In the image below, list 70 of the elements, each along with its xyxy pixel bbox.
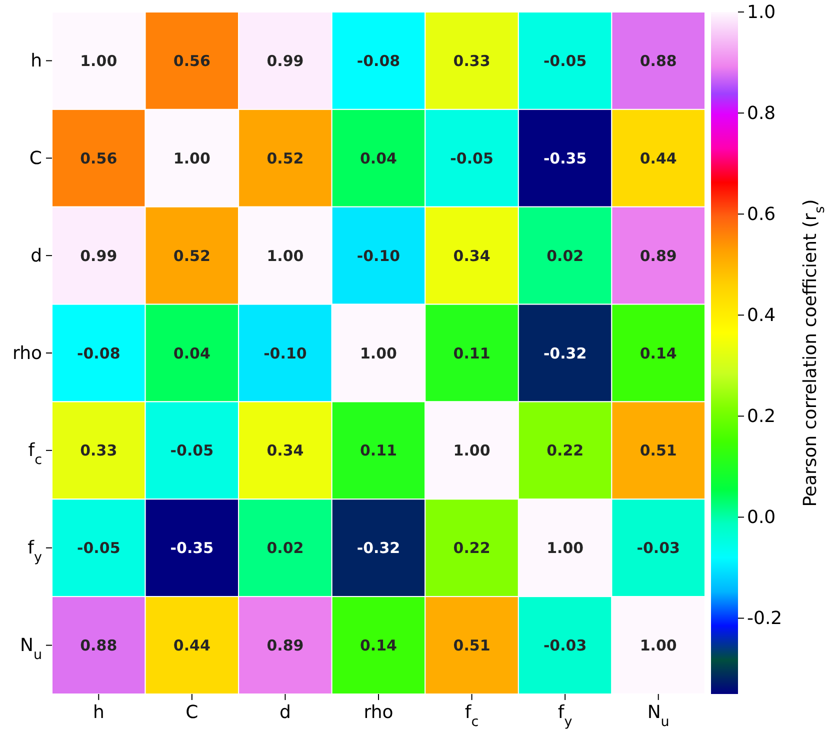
data-label: 0.88: [640, 52, 677, 70]
data-label: -0.32: [543, 344, 587, 362]
data-label: 0.02: [266, 539, 304, 558]
data-label: -0.35: [543, 149, 587, 168]
x-tick-label: d: [279, 702, 291, 723]
data-label: -0.35: [170, 539, 214, 558]
data-label: 0.11: [453, 344, 490, 362]
data-label: 0.56: [173, 52, 210, 70]
data-label: 0.04: [173, 344, 210, 362]
data-label: 1.00: [266, 246, 304, 265]
data-label: 0.51: [640, 442, 677, 460]
y-tick-label: rho: [12, 342, 42, 364]
data-label: 0.34: [266, 442, 304, 460]
x-tick-label: h: [92, 702, 104, 723]
data-label: 0.44: [640, 149, 677, 168]
data-label: 0.56: [80, 149, 118, 168]
data-label: 0.88: [80, 636, 118, 655]
data-label: -0.03: [636, 539, 680, 558]
color-bar-label: 0.8: [747, 102, 776, 124]
data-label: 1.00: [640, 636, 677, 655]
data-label: 0.11: [360, 442, 398, 460]
color-bar-label: 0.6: [747, 204, 776, 225]
data-label: -0.10: [356, 246, 400, 265]
data-label: -0.08: [356, 52, 400, 70]
data-label: 0.34: [453, 246, 490, 265]
data-label: 1.00: [546, 539, 584, 558]
data-label: -0.05: [170, 442, 214, 460]
y-tick-label: N$_{u}$: [20, 635, 42, 664]
data-label: 0.14: [360, 636, 398, 655]
x-tick-label: f$_{y}$: [558, 702, 572, 730]
data-label: 1.00: [80, 52, 118, 70]
data-label: 1.00: [360, 344, 398, 362]
data-label: 0.02: [546, 246, 584, 265]
data-label: 1.00: [453, 442, 490, 460]
y-tick-label: C: [29, 148, 42, 169]
data-label: 0.14: [640, 344, 677, 362]
data-label: 0.89: [266, 636, 304, 655]
y-tick-label: h: [30, 50, 42, 72]
x-tick-label: C: [186, 702, 198, 723]
data-label: 0.33: [80, 442, 118, 460]
data-label: -0.05: [450, 149, 494, 168]
data-label: 0.33: [453, 52, 490, 70]
y-tick-label: f$_{c}$: [28, 440, 42, 468]
data-label: 0.99: [266, 52, 304, 70]
color-bar-label: 0.0: [747, 506, 776, 528]
data-label: -0.05: [543, 52, 587, 70]
data-label: -0.03: [543, 636, 587, 655]
data-label: 0.89: [640, 246, 677, 265]
data-label: 1.00: [173, 149, 210, 168]
x-tick-label: rho: [364, 702, 394, 723]
data-label: 0.51: [453, 636, 490, 655]
x-tick-label: N$_{u}$: [647, 702, 670, 730]
data-label: -0.10: [264, 344, 307, 362]
data-label: 0.52: [266, 149, 304, 168]
data-label: 0.22: [453, 539, 490, 558]
y-tick-label: d: [30, 245, 42, 266]
data-label: -0.05: [77, 539, 120, 558]
data-label: -0.08: [77, 344, 120, 362]
data-label: 0.44: [173, 636, 210, 655]
data-label: 0.99: [80, 246, 118, 265]
y-tick-label: f$_{y}$: [28, 538, 42, 566]
data-label: -0.32: [356, 539, 400, 558]
data-label: 0.04: [360, 149, 398, 168]
x-tick-label: f$_{c}$: [464, 702, 479, 730]
color-bar-label: 0.4: [747, 304, 776, 326]
color-bar-label: -0.2: [747, 608, 782, 629]
data-label: 0.52: [173, 246, 210, 265]
color-bar-label: 1.0: [747, 2, 776, 23]
color-bar-label: 0.2: [747, 406, 776, 427]
data-label: 0.22: [546, 442, 584, 460]
